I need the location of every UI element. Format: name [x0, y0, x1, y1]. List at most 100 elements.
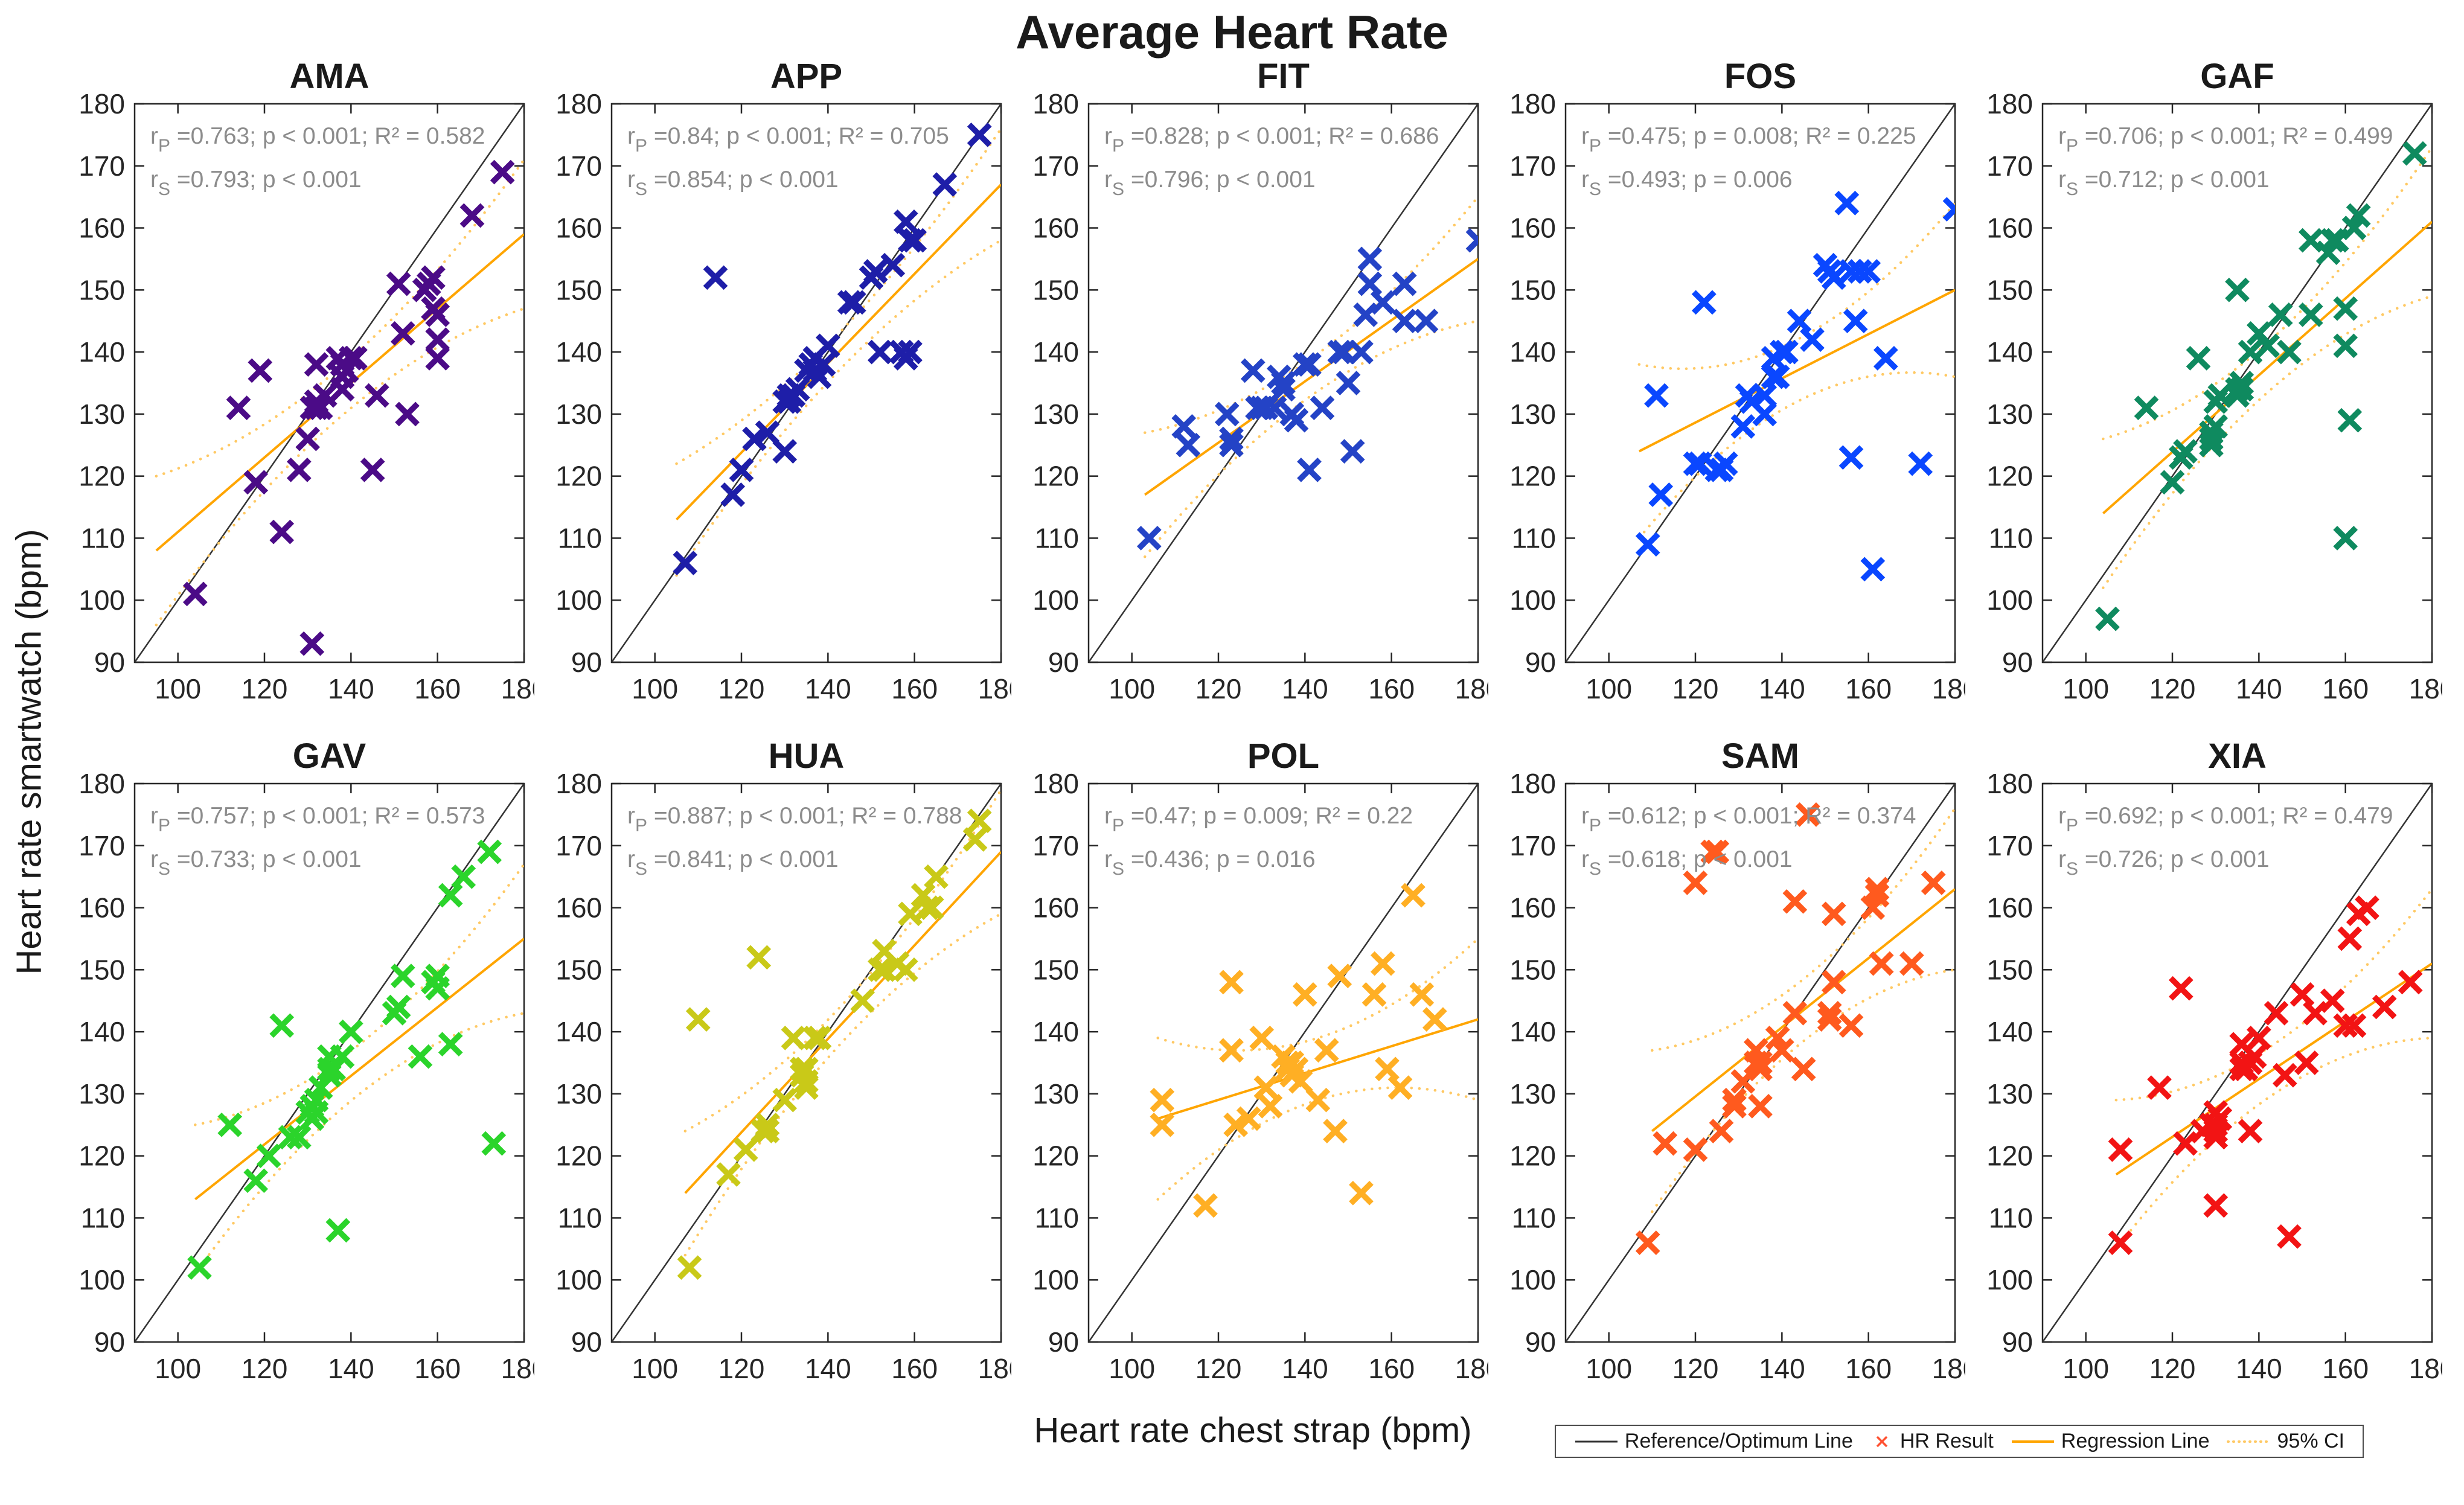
- y-tick-label: 180: [1032, 88, 1079, 120]
- x-tick-label: 160: [891, 673, 938, 705]
- x-tick-label: 180: [2409, 1353, 2442, 1384]
- y-tick-label: 120: [555, 461, 602, 492]
- y-tick-label: 140: [1986, 336, 2033, 368]
- y-tick-label: 110: [558, 522, 602, 554]
- y-tick-label: 140: [555, 336, 602, 368]
- regression-line: [676, 184, 1001, 521]
- y-tick-label: 130: [78, 1078, 125, 1110]
- y-tick-label: 180: [78, 88, 125, 120]
- x-tick-label: 140: [1282, 1353, 1328, 1384]
- x-tick-label: 180: [1455, 1353, 1488, 1384]
- y-tick-label: 150: [1032, 274, 1079, 305]
- ci-lower-line: [194, 1012, 524, 1276]
- y-tick-label: 150: [78, 954, 125, 985]
- regression-line: [2102, 220, 2432, 514]
- x-tick-label: 160: [1368, 673, 1415, 705]
- regression-line: [1144, 258, 1478, 496]
- y-tick-label: 130: [1509, 398, 1556, 430]
- legend-item-regression: Regression Line: [2011, 1430, 2210, 1453]
- x-tick-label: 120: [242, 673, 288, 705]
- y-tick-label: 130: [555, 398, 602, 430]
- x-tick-label: 140: [805, 673, 851, 705]
- y-tick-label: 120: [78, 461, 125, 492]
- y-tick-label: 110: [81, 1202, 125, 1233]
- x-tick-label: 100: [155, 1353, 201, 1384]
- subplot-AMA: AMA 100 120 140 160 180 90 100 110 120 130 140 150 16…: [78, 57, 534, 705]
- y-tick-label: 90: [2002, 1326, 2033, 1358]
- y-tick-label: 130: [1986, 1078, 2033, 1110]
- y-tick-label: 160: [1509, 892, 1556, 924]
- y-tick-label: 100: [555, 1264, 602, 1296]
- y-tick-label: 120: [1509, 461, 1556, 492]
- scatter-markers: [1150, 883, 1447, 1218]
- scatter-markers: [2095, 141, 2427, 631]
- subplot-GAV: GAV 100 120 140 160 180 90 100 110 120 130 140 150 16…: [78, 737, 534, 1384]
- x-tick-label: 160: [1845, 1353, 1892, 1384]
- subplot-title: XIA: [2208, 737, 2267, 776]
- regression-line: [684, 851, 1001, 1194]
- y-tick-label: 130: [1032, 398, 1079, 430]
- y-tick-label: 140: [1032, 1016, 1079, 1047]
- y-tick-label: 180: [555, 768, 602, 799]
- y-tick-label: 110: [1035, 522, 1079, 554]
- subplot-SAM: SAM 100 120 140 160 180 90 100 110 120 130 140 150 16…: [1509, 737, 1965, 1384]
- ci-lower-line: [1637, 371, 1955, 540]
- y-tick-label: 90: [571, 647, 602, 678]
- y-tick-label: 180: [1509, 768, 1556, 799]
- x-tick-label: 100: [1109, 673, 1155, 705]
- x-tick-label: 100: [2062, 673, 2109, 705]
- y-tick-label: 150: [555, 954, 602, 985]
- x-tick-label: 180: [978, 673, 1011, 705]
- y-tick-label: 170: [1509, 830, 1556, 861]
- x-tick-label: 180: [501, 673, 534, 705]
- stats-line-2: rS =0.796; p < 0.001: [1104, 167, 1316, 199]
- y-tick-label: 170: [1032, 150, 1079, 182]
- x-tick-label: 120: [1195, 673, 1242, 705]
- x-tick-label: 140: [328, 1353, 374, 1384]
- subplot-FIT: FIT 100 120 140 160 180 90 100 110 120 130 140 150 16…: [1032, 57, 1488, 705]
- regression-line-swatch: [2011, 1440, 2054, 1443]
- ci-upper-line: [1143, 195, 1478, 434]
- y-tick-label: 170: [1032, 830, 1079, 861]
- y-tick-label: 170: [78, 830, 125, 861]
- y-tick-label: 160: [1986, 892, 2033, 924]
- regression-line: [1651, 888, 1955, 1133]
- y-tick-label: 140: [1509, 336, 1556, 368]
- ci-upper-line: [675, 127, 1001, 465]
- y-tick-label: 170: [1986, 830, 2033, 861]
- y-tick-label: 180: [1032, 768, 1079, 799]
- y-tick-label: 130: [1986, 398, 2033, 430]
- scatter-markers: [182, 159, 515, 656]
- legend-label-ci: 95% CI: [2277, 1430, 2345, 1452]
- x-tick-label: 180: [2409, 673, 2442, 705]
- y-tick-label: 100: [1986, 584, 2033, 616]
- y-tick-label: 150: [1986, 274, 2033, 305]
- subplot-title: FOS: [1724, 57, 1796, 96]
- y-tick-label: 100: [1509, 1264, 1556, 1296]
- subplot-XIA: XIA 100 120 140 160 180 90 100 110 120 130 140 150 16…: [1986, 737, 2442, 1384]
- x-tick-label: 100: [155, 673, 201, 705]
- ci-upper-line: [1156, 937, 1478, 1052]
- x-tick-label: 140: [2236, 1353, 2282, 1384]
- reference-line: [1564, 103, 1956, 663]
- x-tick-label: 180: [501, 1353, 534, 1384]
- y-tick-label: 180: [555, 88, 602, 120]
- legend-item-ci: 95% CI: [2226, 1430, 2345, 1453]
- ci-lower-line: [155, 307, 524, 627]
- x-tick-label: 120: [2149, 673, 2196, 705]
- y-tick-label: 140: [1986, 1016, 2033, 1047]
- y-tick-label: 110: [1512, 1202, 1556, 1233]
- y-tick-label: 160: [78, 212, 125, 244]
- legend-item-reference: Reference/Optimum Line: [1574, 1430, 1853, 1453]
- x-tick-label: 100: [1586, 1353, 1632, 1384]
- x-tick-label: 180: [1455, 673, 1488, 705]
- y-tick-label: 120: [1986, 1140, 2033, 1172]
- y-tick-label: 110: [1512, 522, 1556, 554]
- scatter-markers: [1635, 191, 1955, 582]
- scatter-markers: [673, 123, 992, 575]
- y-tick-label: 120: [1986, 461, 2033, 492]
- y-tick-label: 130: [78, 398, 125, 430]
- y-tick-label: 120: [78, 1140, 125, 1172]
- y-tick-label: 150: [1509, 954, 1556, 985]
